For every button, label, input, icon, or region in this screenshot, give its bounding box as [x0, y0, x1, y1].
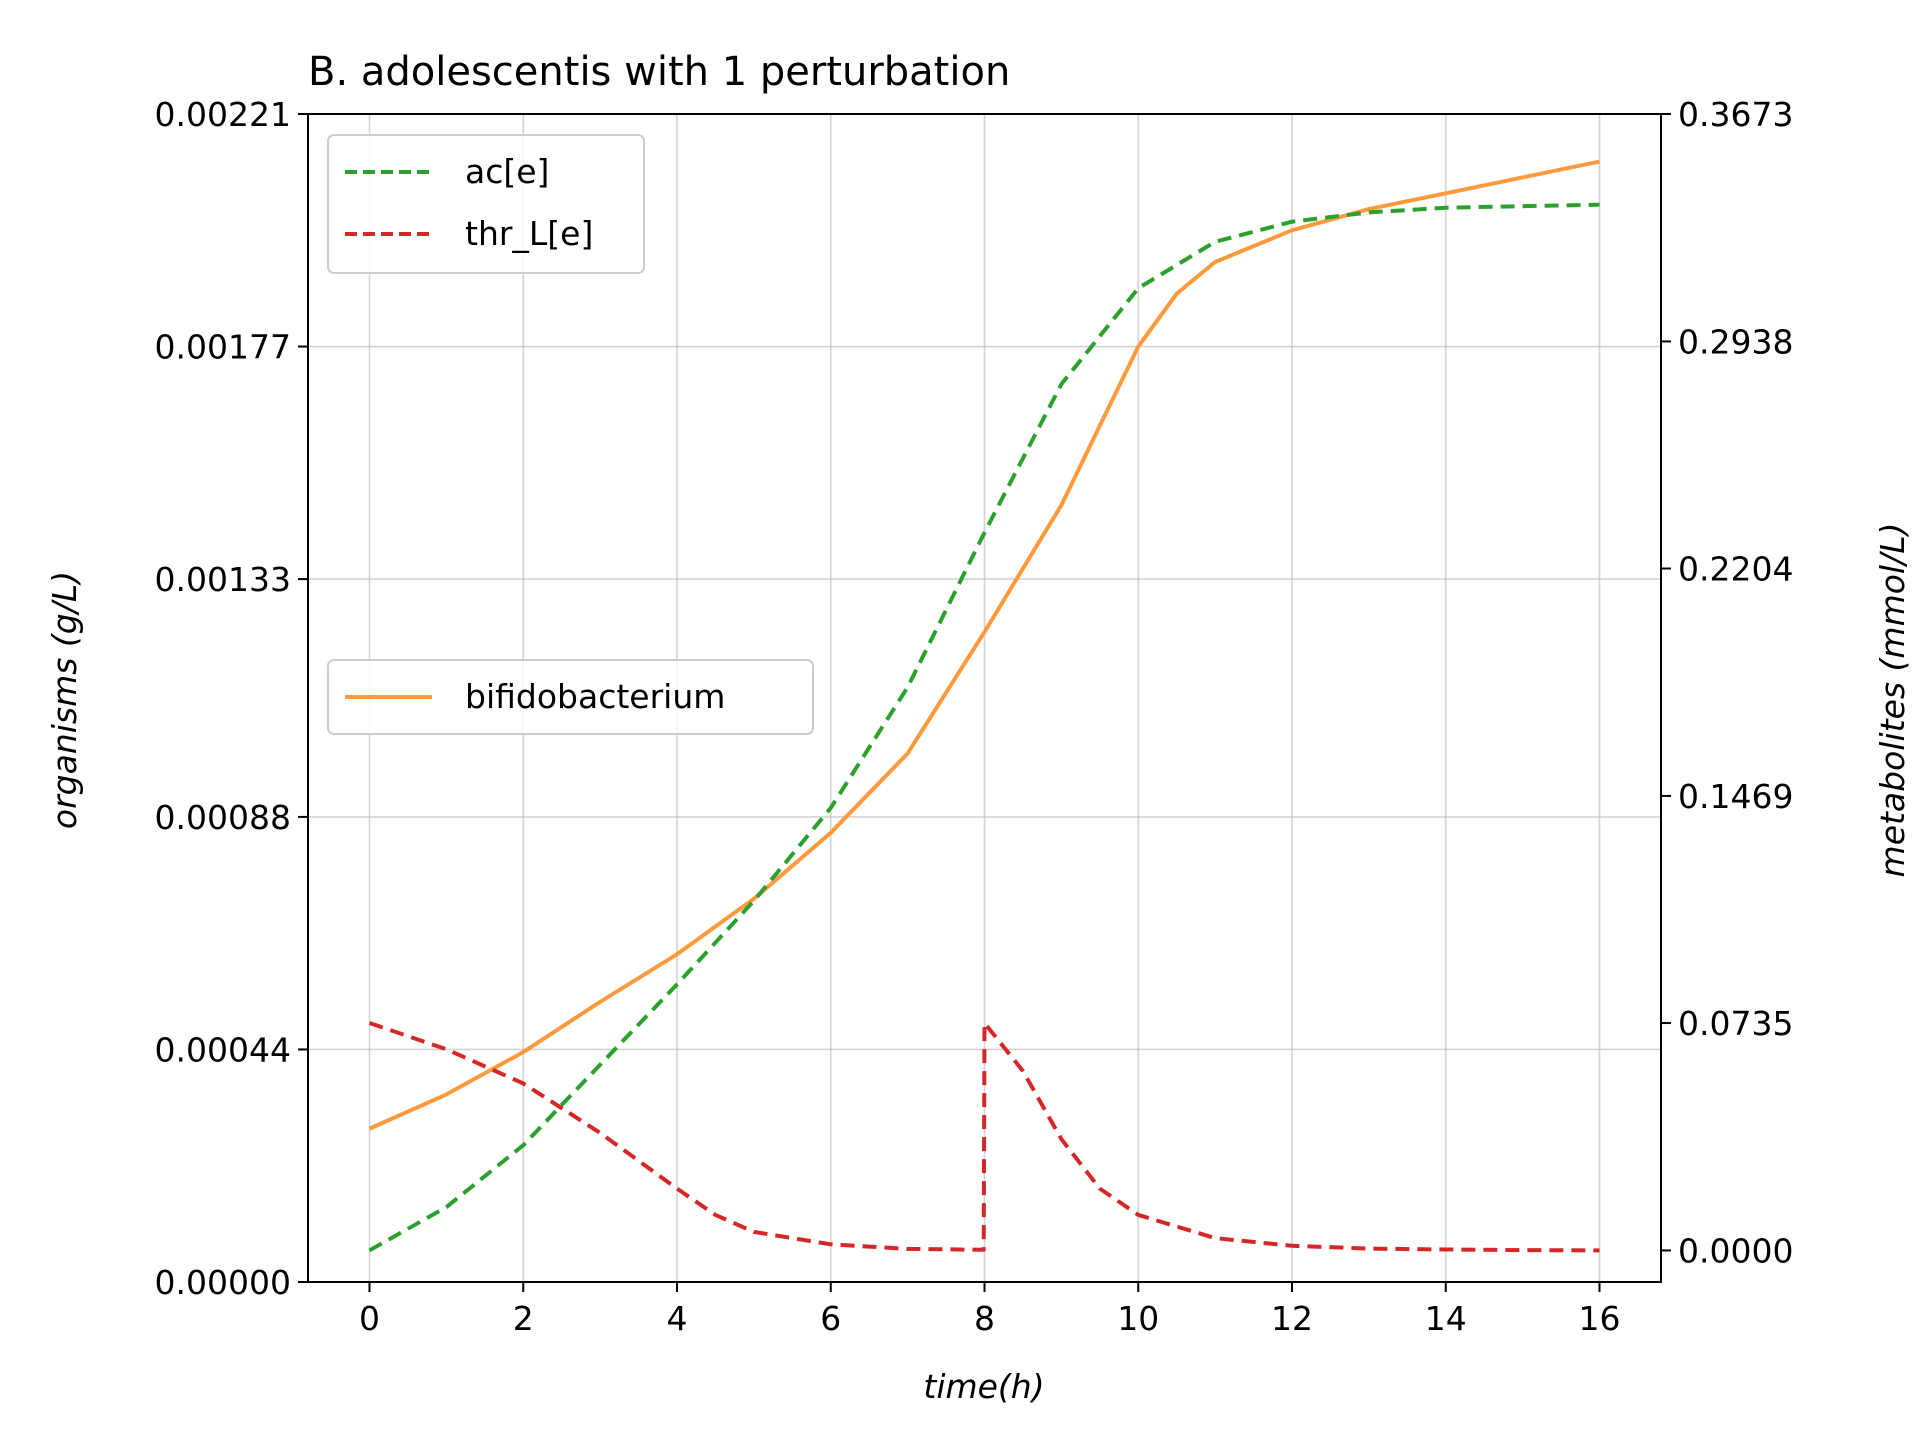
chart-title: B. adolescentis with 1 perturbation [308, 49, 1010, 95]
legend-metabolites-frame [327, 134, 645, 274]
x-tick-label: 4 [667, 1299, 688, 1338]
legend-organisms-frame [327, 659, 814, 735]
y-left-tick-label: 0.00133 [155, 560, 291, 599]
x-tick-label: 2 [513, 1299, 534, 1338]
ticks-layer: 0 2 4 6 8 10 12 14 16 0.00000 0.00044 0.00088 0.0013… [155, 95, 1794, 1338]
y-axis-right-label: metabolites (mmol/L) [1873, 523, 1912, 878]
legend-metabolites: ac[e] thr_L[e] [327, 134, 645, 274]
series-line-thr-l-e [368, 1021, 1600, 1253]
y-left-tick-label: 0.00221 [155, 95, 291, 134]
y-right-tick-label: 0.0000 [1678, 1231, 1793, 1270]
x-tick-label: 14 [1425, 1299, 1467, 1338]
series-line-bifidobacterium [368, 159, 1600, 1131]
y-left-tick-label: 0.00088 [155, 798, 291, 837]
x-axis-label: time(h) [923, 1367, 1044, 1406]
series-layer [368, 159, 1600, 1253]
legend-label-ac: ac[e] [465, 152, 549, 191]
x-tick-label: 8 [974, 1299, 995, 1338]
y-right-tick-label: 0.3673 [1678, 95, 1793, 134]
y-left-tick-label: 0.00000 [155, 1263, 291, 1302]
x-tick-label: 6 [820, 1299, 841, 1338]
grid-layer [308, 113, 1661, 1283]
y-right-tick-label: 0.2938 [1678, 322, 1793, 361]
legend-label-bifidobacterium: bifidobacterium [465, 677, 725, 716]
y-axis-left-label: organisms (g/L) [45, 571, 84, 829]
x-tick-label: 10 [1117, 1299, 1159, 1338]
legend-label-thr: thr_L[e] [465, 214, 593, 253]
y-right-tick-label: 0.0735 [1678, 1004, 1793, 1043]
x-tick-label: 0 [359, 1299, 380, 1338]
y-left-tick-label: 0.00177 [155, 328, 291, 367]
y-right-tick-label: 0.2204 [1678, 550, 1793, 589]
y-left-tick-label: 0.00044 [155, 1030, 291, 1069]
y-right-tick-label: 0.1469 [1678, 777, 1793, 816]
x-tick-label: 12 [1271, 1299, 1313, 1338]
series-line-ac-e [368, 202, 1600, 1253]
x-tick-label: 16 [1579, 1299, 1621, 1338]
legend-organisms: bifidobacterium [327, 659, 814, 735]
